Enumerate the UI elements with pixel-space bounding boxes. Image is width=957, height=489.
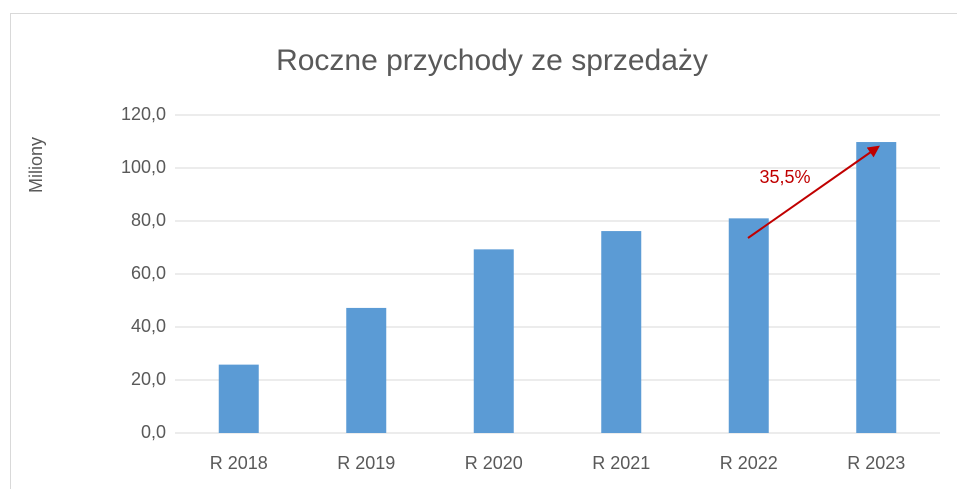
bar xyxy=(601,231,642,433)
bar xyxy=(473,249,514,433)
chart-title: Roczne przychody ze sprzedaży xyxy=(276,44,708,77)
bar xyxy=(346,307,387,433)
y-tick-label: 20,0 xyxy=(131,369,166,389)
x-tick-label: R 2018 xyxy=(210,453,268,473)
x-tick-label: R 2022 xyxy=(720,453,778,473)
chart-frame xyxy=(10,13,957,489)
bar xyxy=(856,142,897,433)
y-tick-label: 100,0 xyxy=(121,157,166,177)
plot-area: 0,0 20,0 40,0 60,0 80,0 100,0 120,0 R 2018 R 201… xyxy=(121,104,940,473)
x-tick-label: R 2020 xyxy=(465,453,523,473)
y-tick-label: 80,0 xyxy=(131,210,166,230)
x-tick-label: R 2023 xyxy=(847,453,905,473)
y-axis-label: Miliony xyxy=(26,137,46,193)
y-tick-label: 60,0 xyxy=(131,263,166,283)
x-tick-label: R 2019 xyxy=(337,453,395,473)
x-tick-label: R 2021 xyxy=(592,453,650,473)
bar xyxy=(218,364,259,433)
growth-arrow xyxy=(747,145,880,239)
annotation: 35,5% xyxy=(759,167,810,187)
y-tick-label: 40,0 xyxy=(131,316,166,336)
y-tick-label: 120,0 xyxy=(121,104,166,124)
bar xyxy=(728,218,769,433)
y-tick-label: 0,0 xyxy=(141,422,166,442)
